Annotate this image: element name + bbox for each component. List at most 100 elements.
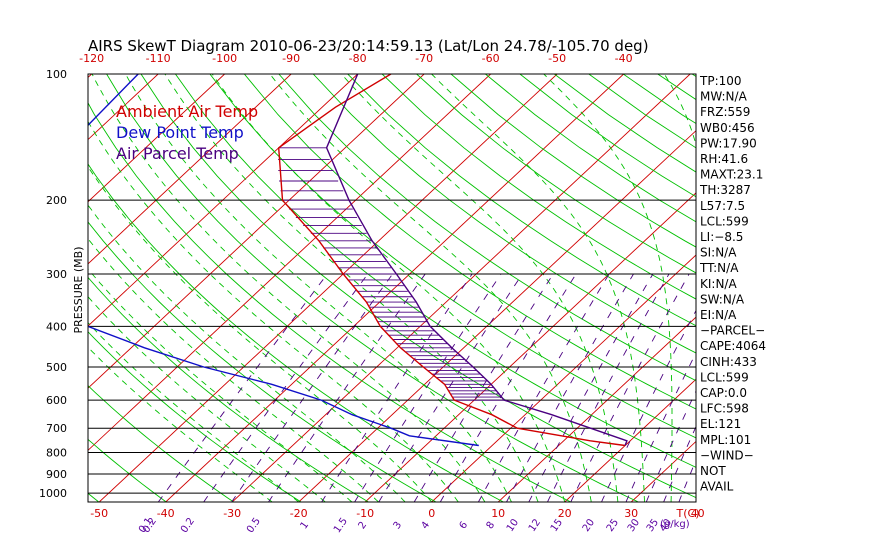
dry-adiabat-line: [209, 74, 696, 439]
mixing-ratio-line: [601, 309, 696, 502]
index-entry: SI:N/A: [700, 246, 737, 260]
index-entry: FRZ:559: [700, 105, 750, 119]
mixing-ratio-line: [547, 273, 670, 502]
top-temp-tick-label: -50: [548, 52, 566, 65]
bottom-temp-axis: -50 -40 -30 -20 -10 0 10 20 30 40T(C): [90, 507, 704, 520]
pressure-tick-label: 600: [46, 394, 67, 407]
isotherm-line: [298, 130, 696, 502]
top-temp-tick-label: -80: [349, 52, 367, 65]
moist-adiabat-line: [88, 268, 353, 502]
top-temp-tick-label: -120: [79, 52, 104, 65]
dry-adiabat-line: [795, 74, 870, 502]
mixing-ratio-tick-label: 10: [505, 517, 521, 534]
pressure-axis: 100 200 300 400 500 600 700 800 900 1000: [39, 68, 67, 500]
bottom-temp-tick-label: 20: [558, 507, 572, 520]
dry-adiabat-line: [88, 102, 572, 502]
index-entry: RH:41.6: [700, 152, 748, 166]
mixing-ratio-line: [354, 273, 502, 502]
bottom-temp-tick-label: -10: [356, 507, 374, 520]
moist-adiabat-line: [269, 74, 592, 502]
isotherm-line: [431, 254, 696, 502]
pressure-tick-label: 900: [46, 468, 67, 481]
index-entry: NOT: [700, 464, 726, 478]
index-entry: LCL:599: [700, 214, 749, 228]
mixing-ratio-unit: (g/kg): [660, 519, 690, 530]
mixing-ratio-tick-label: 0.5: [245, 516, 263, 535]
moist-adiabat-line: [431, 74, 645, 502]
series-line-dew-point-temp: [88, 74, 479, 447]
plot-frame: [87, 73, 697, 503]
series-line-air-parcel-temp: [325, 74, 628, 446]
bottom-temp-tick-label: -50: [90, 507, 108, 520]
pressure-tick-label: 100: [46, 68, 67, 81]
moist-adiabat-line: [341, 74, 619, 502]
moist-adiabat-line: [164, 74, 539, 502]
dry-adiabat-line: [88, 438, 167, 502]
index-entry: −WIND−: [700, 448, 754, 462]
index-entry: KI:N/A: [700, 277, 737, 291]
moist-adiabat-line: [88, 204, 406, 502]
index-entry: −PARCEL−: [700, 324, 765, 338]
mixing-ratio-tick-label: 25: [605, 517, 621, 534]
pressure-tick-label: 400: [46, 320, 67, 333]
pressure-tick-label: 700: [46, 422, 67, 435]
index-entry: CAP:0.0: [700, 386, 747, 400]
mixing-ratio-line: [413, 273, 554, 502]
mixing-ratio-tick-label: 0.2: [179, 516, 197, 535]
index-entry: TH:3287: [699, 183, 751, 197]
dry-adiabat-line: [450, 74, 696, 248]
mixing-ratio-tick-label: 1.5: [332, 516, 350, 535]
index-entry: TP:100: [699, 74, 742, 88]
isotherm-line: [764, 74, 870, 502]
isotherm-line: [88, 74, 491, 451]
moist-adiabat-line: [125, 74, 512, 502]
chart-title: AIRS SkewT Diagram 2010-06-23/20:14:59.1…: [88, 37, 649, 55]
moist-adiabat-line: [88, 238, 379, 502]
dry-adiabat-line: [140, 74, 696, 499]
index-entry: LCL:599: [700, 370, 749, 384]
top-temp-tick-label: -90: [282, 52, 300, 65]
isotherm-line: [564, 378, 696, 502]
mixing-ratio-line: [378, 273, 523, 502]
dry-adiabat-line: [381, 74, 696, 300]
moist-adiabat-lines: [88, 74, 696, 502]
isotherm-line: [88, 74, 225, 203]
sounding-profiles: [88, 74, 628, 447]
mixing-ratio-line: [478, 273, 610, 502]
index-entry: EL:121: [700, 417, 741, 431]
dry-adiabat-line: [175, 74, 696, 468]
top-temp-axis: -120 -110 -100 -90 -80 -70 -60 -50 -40: [79, 52, 632, 65]
mixing-ratio-tick-label: 12: [527, 517, 543, 534]
top-temp-tick-label: -60: [482, 52, 500, 65]
dry-adiabat-line: [416, 74, 696, 274]
pressure-tick-label: 200: [46, 194, 67, 207]
pressure-tick-label: 800: [46, 447, 67, 460]
isotherm-line: [165, 74, 624, 502]
y-axis-label: PRESSURE (MB): [72, 247, 85, 334]
pressure-tick-label: 1000: [39, 487, 67, 500]
bottom-temp-tick-label: 0: [428, 507, 435, 520]
dry-adiabat-line: [312, 74, 696, 354]
dry-adiabat-line: [88, 163, 504, 502]
mixing-ratio-line: [231, 273, 393, 502]
index-entry: MPL:101: [700, 433, 751, 447]
dry-adiabat-line: [0, 74, 31, 502]
index-entry: CAPE:4064: [700, 339, 766, 353]
dry-adiabat-line: [106, 74, 639, 502]
top-temp-tick-label: -40: [615, 52, 633, 65]
index-entry: EI:N/A: [700, 308, 737, 322]
top-temp-tick-label: -70: [415, 52, 433, 65]
dry-adiabat-lines: [0, 74, 870, 502]
isotherm-line: [88, 74, 425, 389]
mixing-ratio-line: [570, 273, 690, 502]
series-line-ambient-air-temp: [277, 74, 626, 447]
moist-adiabat-line: [88, 321, 299, 502]
bottom-temp-tick-label: -20: [290, 507, 308, 520]
mixing-ratio-tick-label: 1: [299, 520, 312, 532]
index-entry: PW:17.90: [700, 136, 757, 150]
index-entry: TT:N/A: [699, 261, 739, 275]
isotherm-lines: [88, 74, 870, 502]
moist-adiabat-line: [211, 74, 566, 502]
moist-adiabat-line: [91, 74, 486, 502]
